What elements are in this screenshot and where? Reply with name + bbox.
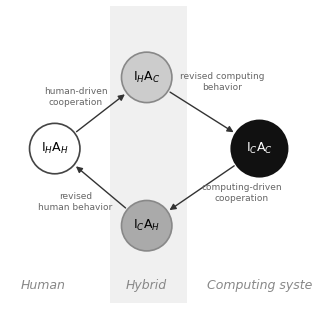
Circle shape: [231, 121, 288, 177]
Circle shape: [121, 52, 172, 103]
Circle shape: [121, 201, 172, 251]
Text: revised
human behavior: revised human behavior: [38, 192, 113, 212]
Circle shape: [30, 123, 80, 174]
Text: Computing syste: Computing syste: [207, 279, 312, 292]
Text: Human: Human: [20, 279, 65, 292]
Text: human-driven
cooperation: human-driven cooperation: [44, 87, 107, 107]
Text: revised computing
behavior: revised computing behavior: [180, 72, 265, 92]
Text: I$_C$A$_C$: I$_C$A$_C$: [246, 141, 273, 156]
Text: I$_H$A$_H$: I$_H$A$_H$: [41, 141, 69, 156]
Bar: [110, 6, 187, 303]
Text: I$_H$A$_C$: I$_H$A$_C$: [133, 70, 161, 85]
Text: I$_C$A$_H$: I$_C$A$_H$: [133, 218, 160, 233]
Text: computing-driven
cooperation: computing-driven cooperation: [201, 183, 282, 203]
Text: Hybrid: Hybrid: [126, 279, 167, 292]
